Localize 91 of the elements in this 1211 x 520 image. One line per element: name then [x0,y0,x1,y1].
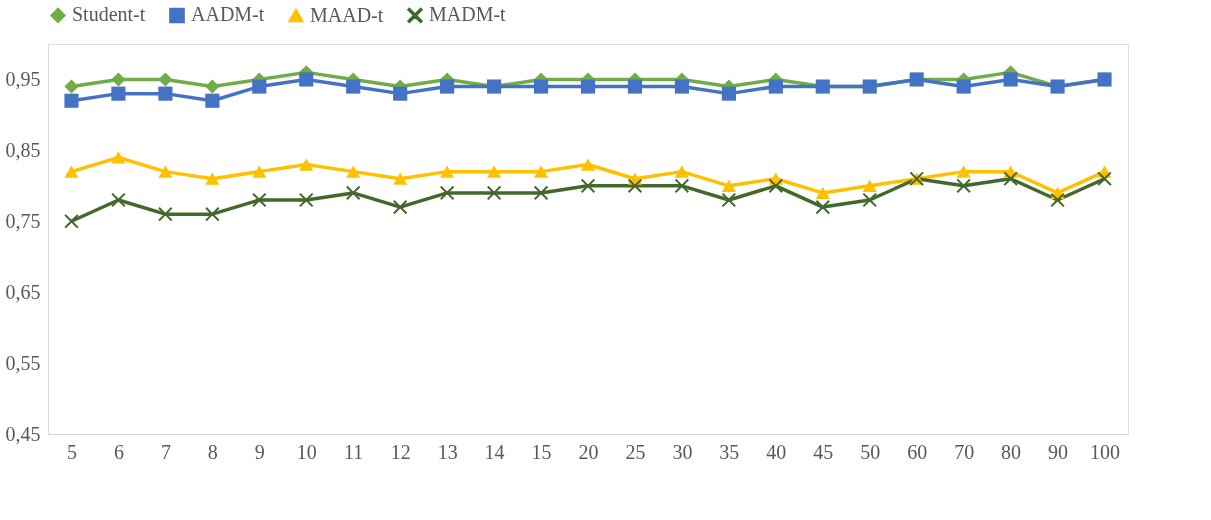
point [862,179,877,192]
point [64,79,79,94]
x-tick-label: 45 [813,440,834,463]
point [768,178,783,193]
point [1003,171,1018,186]
point [111,86,126,101]
point [252,165,267,178]
y-tick-label: 0,55 [5,351,41,374]
x-tick-label: 9 [254,440,265,463]
y-tick-label: 0,95 [5,67,41,90]
point [205,172,220,185]
point [674,79,689,94]
x-tick-label: 5 [66,440,77,463]
point [862,192,877,208]
point [1003,72,1018,87]
legend-label: MAAD-t [310,3,384,26]
x-tick-label: 25 [625,440,646,463]
point [956,178,971,193]
point [64,165,79,178]
point [299,158,314,171]
point [580,178,596,193]
y-tick-label: 0,75 [5,209,41,232]
point [580,79,596,94]
x-tick-label: 20 [578,440,599,463]
point [158,207,173,222]
point [721,192,736,208]
point [768,79,783,94]
point [252,79,267,94]
x-tick-label: 8 [207,440,218,463]
x-tick-label: 11 [344,440,364,463]
point [158,86,173,101]
x-tick-label: 90 [1048,440,1069,463]
point [487,185,502,200]
x-tick-label: 30 [672,440,693,463]
legend-label: Student-t [72,3,146,26]
point [346,165,361,178]
point [158,72,173,87]
point [440,165,455,178]
point [533,165,549,178]
x-tick-label: 6 [113,440,124,463]
point [721,86,736,101]
point [252,192,267,208]
point [393,200,408,215]
x-tick-label: 50 [860,440,881,463]
point [721,179,736,192]
y-tick-label: 0,85 [5,138,41,161]
point [533,185,549,200]
legend-label: MADM-t [429,3,507,26]
x-tick-label: 10 [296,440,317,463]
point [346,79,361,94]
legend-label: AADM-t [191,3,265,26]
x-tick-label: 40 [766,440,787,463]
point [674,165,689,178]
point [111,72,126,87]
point [580,158,596,171]
point [205,93,220,108]
point [533,79,549,94]
point [299,192,314,208]
x-tick-label: 60 [907,440,928,463]
point [815,186,830,200]
point [64,214,79,229]
x-tick-label: 100 [1090,440,1121,463]
point [627,178,643,193]
point [299,72,314,87]
point [674,178,689,193]
point [64,93,79,108]
x-tick-label: 7 [160,440,171,463]
point [1097,171,1112,186]
point [393,86,408,101]
point [440,79,455,94]
y-tick-label: 0,65 [5,280,41,303]
x-tick-label: 14 [484,440,505,463]
point [158,165,173,178]
x-tick-label: 80 [1001,440,1022,463]
point [111,151,126,164]
point [205,79,220,94]
point [956,79,971,94]
point [815,200,830,215]
x-tick-label: 15 [531,440,552,463]
point [956,165,971,178]
point [205,207,220,222]
point [487,165,502,178]
x-tick-label: 70 [954,440,975,463]
x-tick-label: 35 [719,440,740,463]
x-tick-label: 13 [437,440,458,463]
y-tick-label: 0,45 [5,422,41,445]
point [346,185,361,200]
x-tick-label: 12 [390,440,411,463]
point [627,79,643,94]
point [440,185,455,200]
point [393,172,408,185]
